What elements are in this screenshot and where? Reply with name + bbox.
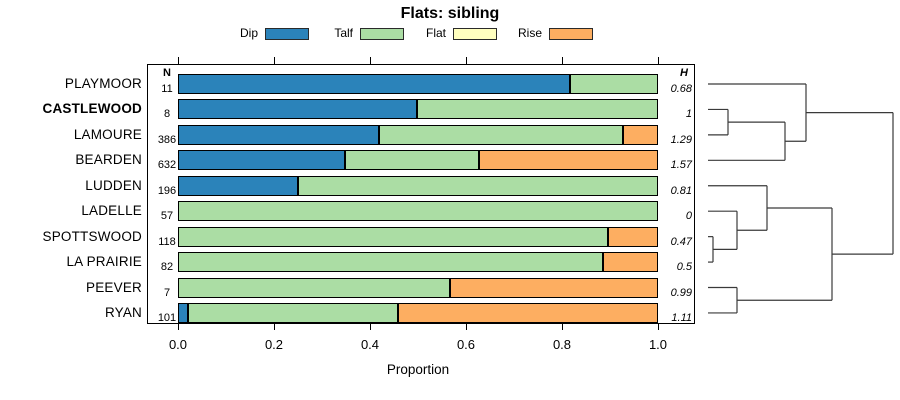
bar-row xyxy=(178,175,658,196)
axis-tick-bottom xyxy=(370,323,371,330)
n-value: 8 xyxy=(163,108,171,121)
category-label: PEEVER xyxy=(86,279,142,295)
bar-row xyxy=(178,74,658,94)
category-label: LAMOURE xyxy=(73,126,142,142)
bar-segment-talf xyxy=(179,253,605,272)
bar-segment-dip xyxy=(179,125,380,144)
bar-segment-talf xyxy=(379,125,624,144)
bar-row xyxy=(178,150,658,171)
axis-tick-top xyxy=(466,57,467,64)
bar-segment-talf xyxy=(188,303,399,322)
bar-segment-talf xyxy=(179,227,610,246)
bar-segment-talf xyxy=(179,202,657,221)
bar-row xyxy=(178,124,658,145)
h-column-header: H xyxy=(680,67,688,79)
x-axis-title: Proportion xyxy=(386,362,450,377)
axis-tick-top xyxy=(370,57,371,64)
bar-segment-dip xyxy=(179,176,299,195)
axis-tick-bottom xyxy=(466,323,467,330)
h-value: 0.81 xyxy=(670,184,692,197)
bar-segment-dip xyxy=(179,75,571,93)
axis-tick-label: 0.2 xyxy=(264,337,284,352)
category-label: RYAN xyxy=(104,304,142,320)
bar-row xyxy=(178,226,658,247)
bar-row xyxy=(178,201,658,222)
plot-frame xyxy=(147,64,695,324)
bar-row xyxy=(178,277,658,298)
category-label: BEARDEN xyxy=(75,152,142,168)
h-value: 0 xyxy=(685,210,692,223)
axis-tick-bottom xyxy=(274,323,275,330)
legend-swatch-flat xyxy=(453,28,497,40)
n-value: 7 xyxy=(163,286,171,299)
legend-swatch-dip xyxy=(265,28,309,40)
category-label: LA PRAIRIE xyxy=(66,254,142,270)
n-value: 11 xyxy=(161,83,173,95)
bar-segment-rise xyxy=(398,303,657,322)
axis-tick-bottom xyxy=(178,323,179,330)
legend-label-talf: Talf xyxy=(334,26,353,40)
chart-title: Flats: sibling xyxy=(400,5,500,22)
category-label: LUDDEN xyxy=(85,177,142,193)
h-value: 0.99 xyxy=(670,286,692,299)
category-label: PLAYMOOR xyxy=(64,76,142,91)
axis-tick-bottom xyxy=(658,323,659,330)
axis-tick-bottom xyxy=(562,323,563,330)
bar-segment-dip xyxy=(179,303,189,322)
n-value: 196 xyxy=(157,184,177,197)
axis-tick-label: 0.6 xyxy=(456,337,476,352)
h-value: 0.5 xyxy=(676,261,692,274)
bar-segment-dip xyxy=(179,151,347,170)
bar-row xyxy=(178,252,658,273)
h-value: 0.68 xyxy=(670,83,692,95)
axis-tick-top xyxy=(178,57,179,64)
bar-segment-rise xyxy=(480,151,657,170)
bar-segment-rise xyxy=(609,227,657,246)
h-value: 0.47 xyxy=(670,235,692,248)
category-label: LADELLE xyxy=(81,203,142,219)
legend-label-flat: Flat xyxy=(425,26,446,40)
bar-segment-dip xyxy=(179,100,418,119)
n-value: 118 xyxy=(158,235,176,248)
bar-segment-talf xyxy=(179,278,452,297)
axis-tick-label: 0.4 xyxy=(360,337,380,352)
h-value: 1.11 xyxy=(671,311,692,324)
h-value: 1.57 xyxy=(670,159,692,172)
axis-tick-label: 0.8 xyxy=(552,337,572,352)
legend-swatch-talf xyxy=(360,28,404,40)
category-label: SPOTTSWOOD xyxy=(42,228,142,244)
bar-segment-talf xyxy=(418,100,657,119)
bar-segment-talf xyxy=(570,75,657,93)
legend-swatch-rise xyxy=(549,28,593,40)
category-label: CASTLEWOOD xyxy=(42,101,142,117)
n-column-header: N xyxy=(163,67,171,79)
n-value: 632 xyxy=(157,159,177,172)
bar-segment-rise xyxy=(451,278,657,297)
axis-tick-top xyxy=(658,57,659,64)
h-value: 1.29 xyxy=(670,133,692,146)
axis-tick-label: 1.0 xyxy=(648,337,668,352)
n-value: 57 xyxy=(160,210,174,223)
legend-label-dip: Dip xyxy=(239,26,258,40)
h-value: 1 xyxy=(685,108,692,121)
bar-segment-talf xyxy=(346,151,481,170)
axis-tick-top xyxy=(274,57,275,64)
bar-segment-rise xyxy=(604,253,657,272)
bar-row xyxy=(178,99,658,120)
axis-tick-top xyxy=(562,57,563,64)
n-value: 101 xyxy=(157,311,177,324)
n-value: 386 xyxy=(157,133,177,146)
bar-segment-rise xyxy=(623,125,657,144)
bar-segment-talf xyxy=(298,176,657,195)
legend-label-rise: Rise xyxy=(517,26,542,40)
axis-tick-label: 0.0 xyxy=(168,337,188,352)
n-value: 82 xyxy=(160,261,174,274)
bar-row xyxy=(178,302,658,323)
